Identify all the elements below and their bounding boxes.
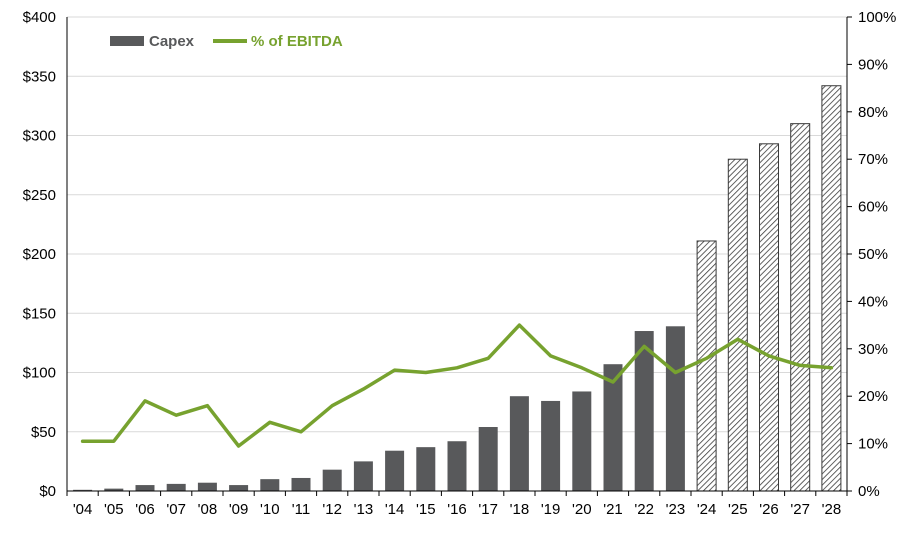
- capex-bar: [478, 427, 498, 491]
- left-tick-label: $100: [23, 365, 56, 382]
- capex-bar: [353, 461, 373, 491]
- x-tick-label: '16: [447, 501, 467, 518]
- capex-bar: [104, 488, 124, 491]
- left-tick-label: $400: [23, 9, 56, 26]
- capex-bar-projected: [821, 85, 842, 492]
- legend-capex-label: Capex: [149, 33, 195, 50]
- right-tick-label: 90%: [858, 56, 888, 73]
- x-tick-label: '12: [322, 501, 342, 518]
- capex-bar: [260, 479, 280, 491]
- axes: $0 $50 $100 $150 $200 $250 $300 $350 $400 0% 10% 20…: [23, 9, 897, 518]
- right-tick-label: 30%: [858, 341, 888, 358]
- left-tick-label: $0: [39, 483, 56, 500]
- right-tick-label: 20%: [858, 388, 888, 405]
- capex-bar: [447, 441, 467, 491]
- capex-bar: [572, 391, 592, 491]
- capex-bar: [634, 331, 654, 491]
- left-tick-label: $300: [23, 128, 56, 145]
- x-tick-label: '23: [666, 501, 686, 518]
- right-tick-label: 80%: [858, 104, 888, 121]
- capex-bar: [509, 396, 529, 491]
- x-tick-label: '09: [229, 501, 249, 518]
- x-tick-label: '15: [416, 501, 436, 518]
- capex-bar: [73, 489, 93, 491]
- x-tick-label: '27: [790, 501, 810, 518]
- x-tick-label: '17: [478, 501, 498, 518]
- capex-bar: [541, 400, 561, 491]
- legend: Capex % of EBITDA: [110, 33, 343, 50]
- x-tick-label: '21: [603, 501, 623, 518]
- x-tick-label: '04: [73, 501, 93, 518]
- x-tick-label: '08: [198, 501, 218, 518]
- x-tick-label: '24: [697, 501, 717, 518]
- x-tick-label: '14: [385, 501, 405, 518]
- capex-bar: [416, 447, 436, 491]
- left-tick-label: $150: [23, 305, 56, 322]
- capex-bar-projected: [790, 123, 811, 492]
- capex-bar: [665, 326, 685, 491]
- right-tick-label: 60%: [858, 199, 888, 216]
- capex-bar: [229, 485, 249, 491]
- x-tick-label: '10: [260, 501, 280, 518]
- capex-bar: [291, 477, 311, 491]
- capex-bar: [322, 469, 342, 491]
- capex-bar: [135, 485, 155, 491]
- ebitda-line-series: [80, 323, 834, 448]
- capex-bar: [603, 364, 623, 491]
- x-tick-label: '25: [728, 501, 748, 518]
- x-tick-label: '07: [166, 501, 186, 518]
- gridlines: [67, 16, 847, 433]
- right-tick-label: 10%: [858, 436, 888, 453]
- capex-bar: [197, 482, 217, 491]
- left-tick-label: $50: [31, 424, 56, 441]
- capex-bar: [166, 483, 186, 491]
- x-tick-label: '20: [572, 501, 592, 518]
- capex-bar-projected: [727, 158, 748, 492]
- legend-capex-swatch: [110, 36, 144, 46]
- x-tick-label: '26: [759, 501, 779, 518]
- right-tick-label: 0%: [858, 483, 880, 500]
- capex-bar: [385, 450, 405, 491]
- x-tick-label: '11: [292, 501, 310, 518]
- x-tick-label: '19: [541, 501, 561, 518]
- left-tick-label: $200: [23, 246, 56, 263]
- right-tick-label: 40%: [858, 293, 888, 310]
- capex-bar-projected: [759, 143, 779, 492]
- x-tick-label: '13: [354, 501, 374, 518]
- x-tick-label: '28: [822, 501, 842, 518]
- capex-bars: [73, 85, 842, 492]
- capex-bar-projected: [696, 240, 717, 492]
- x-tick-label: '22: [634, 501, 654, 518]
- x-tick-label: '18: [510, 501, 530, 518]
- x-tick-label: '06: [135, 501, 155, 518]
- left-tick-label: $350: [23, 68, 56, 85]
- right-tick-label: 50%: [858, 246, 888, 263]
- legend-ebitda-label: % of EBITDA: [251, 33, 343, 50]
- right-tick-label: 100%: [858, 9, 896, 26]
- x-tick-label: '05: [104, 501, 124, 518]
- ebitda-line: [80, 323, 834, 448]
- right-tick-label: 70%: [858, 151, 888, 168]
- left-tick-label: $250: [23, 187, 56, 204]
